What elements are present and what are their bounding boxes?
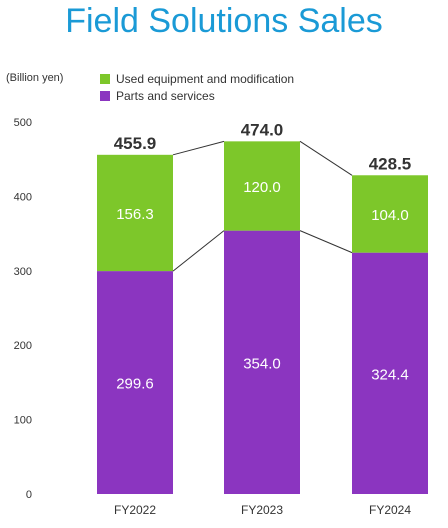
unit-label: (Billion yen) [6, 72, 64, 84]
legend: Used equipment and modification Parts an… [100, 70, 294, 104]
connector-line [299, 230, 353, 254]
y-tick-label: 200 [14, 340, 32, 352]
segment-label: 354.0 [243, 355, 281, 372]
connector-line [172, 140, 225, 156]
bar-segment [224, 141, 300, 231]
bar-segment [97, 271, 173, 494]
y-tick-label: 0 [26, 489, 32, 501]
segment-label: 156.3 [116, 206, 154, 223]
connector-line [299, 140, 353, 176]
y-tick-label: 100 [14, 415, 32, 427]
y-tick-label: 300 [14, 266, 32, 278]
legend-item-parts-services: Parts and services [100, 87, 294, 104]
legend-item-used-equipment: Used equipment and modification [100, 70, 294, 87]
connector-line [172, 230, 225, 272]
bar-segment [97, 154, 173, 272]
legend-label-parts-services: Parts and services [116, 88, 215, 103]
bar-segment [352, 252, 428, 494]
total-label: 428.5 [369, 154, 412, 173]
segment-label: 299.6 [116, 376, 154, 393]
bar-segment [352, 175, 428, 253]
legend-swatch-parts-services [100, 90, 110, 101]
x-tick-label: FY2023 [241, 503, 283, 517]
y-tick-label: 500 [14, 117, 32, 129]
legend-label-used-equipment: Used equipment and modification [116, 71, 295, 86]
segment-label: 324.4 [371, 366, 409, 383]
chart-title: Field Solutions Sales [65, 2, 383, 40]
legend-swatch-used-equipment [100, 73, 110, 84]
y-tick-label: 400 [14, 191, 32, 203]
segment-label: 120.0 [243, 179, 281, 196]
total-label: 455.9 [114, 134, 157, 153]
segment-label: 104.0 [371, 207, 409, 224]
bar-segment [224, 230, 300, 494]
x-tick-label: FY2022 [114, 503, 156, 517]
x-tick-label: FY2024 [369, 503, 411, 517]
total-label: 474.0 [241, 120, 284, 139]
